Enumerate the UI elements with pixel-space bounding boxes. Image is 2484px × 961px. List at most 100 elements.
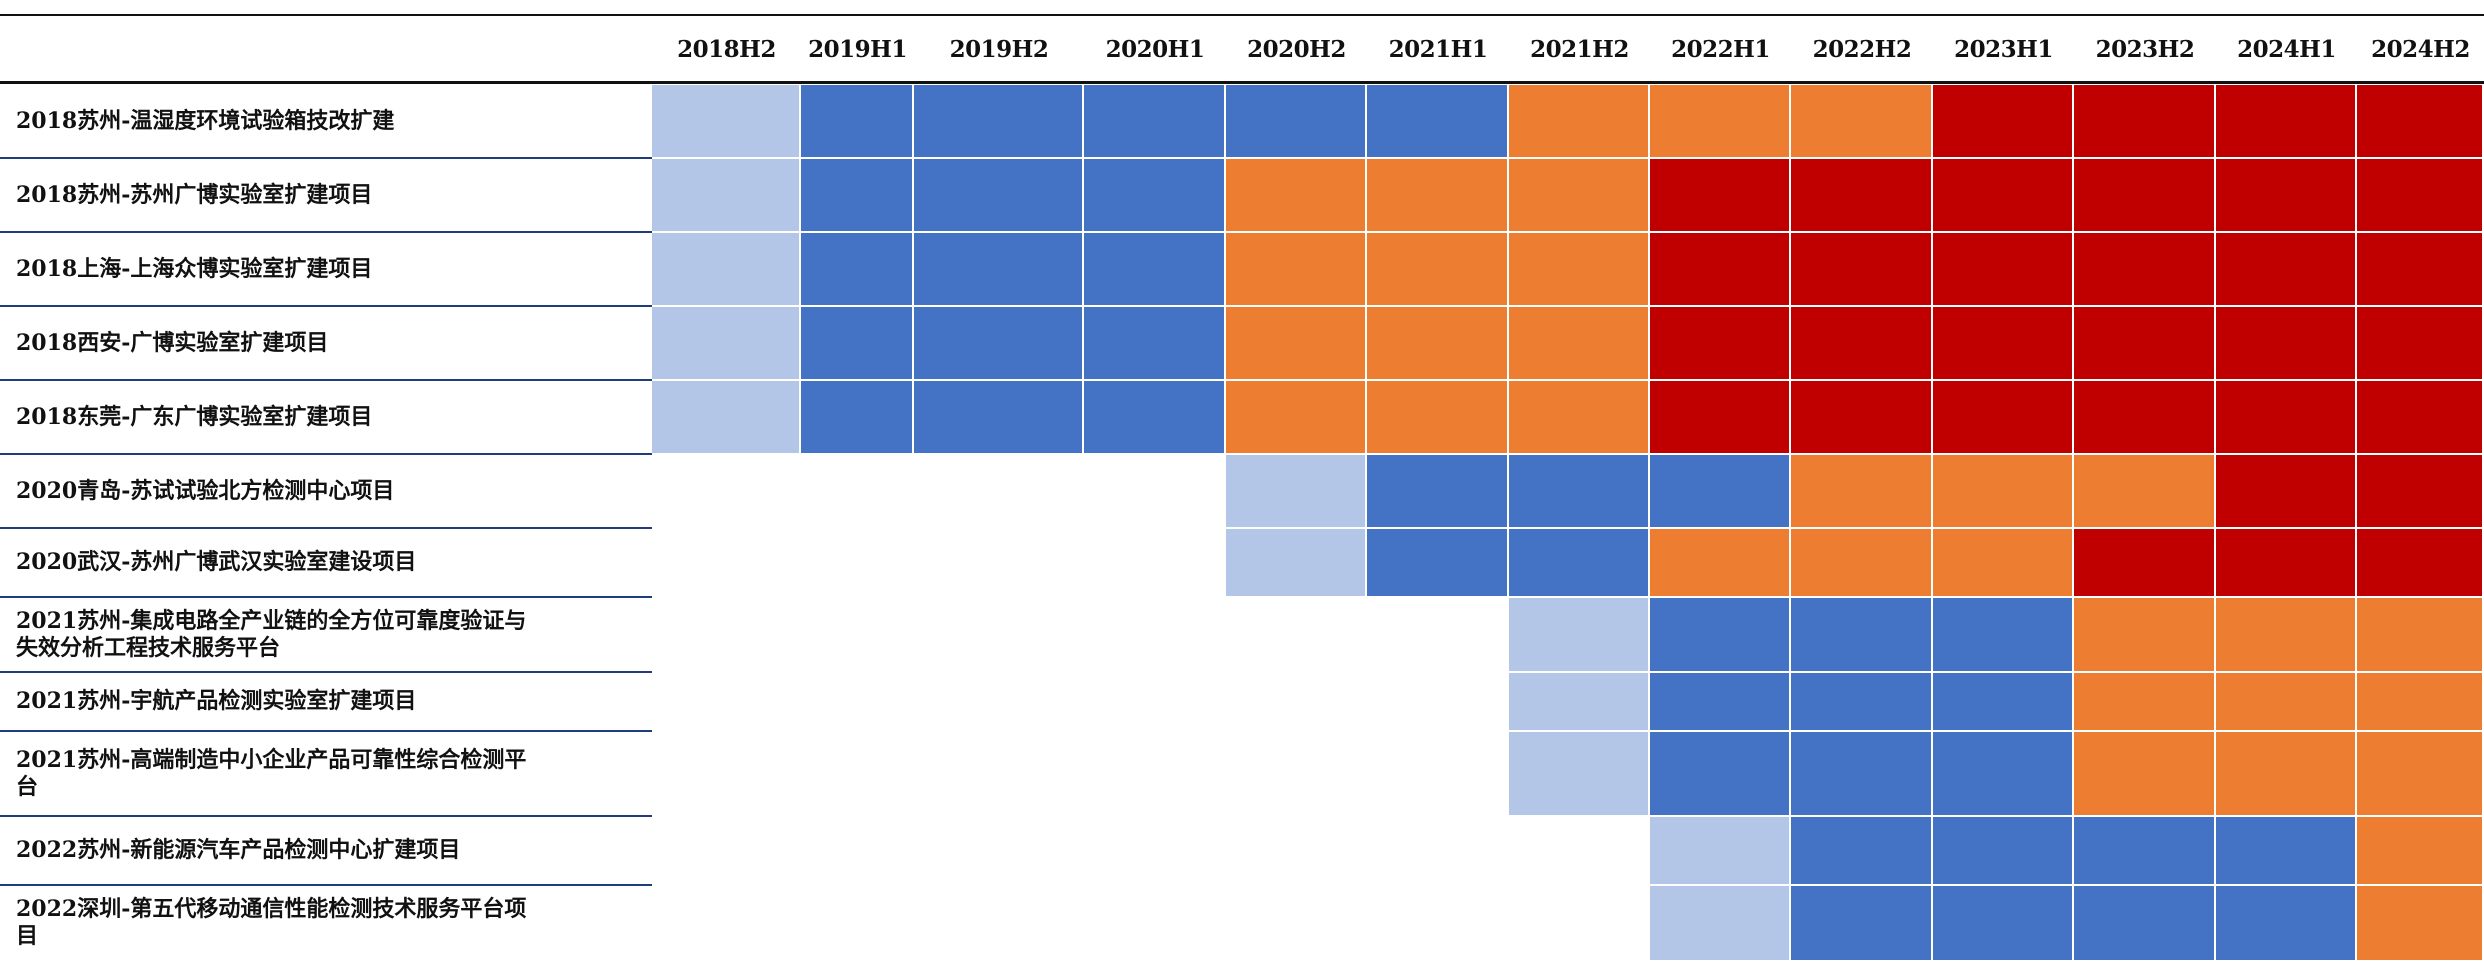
heatmap-cell bbox=[1933, 455, 2072, 527]
column-header-2024H1: 2024H1 bbox=[2237, 36, 2336, 63]
heatmap-cell bbox=[1509, 381, 1648, 453]
row-label-line: 2018东莞-广东广博实验室扩建项目 bbox=[16, 403, 373, 430]
row-separator bbox=[0, 527, 652, 529]
heatmap-cell bbox=[1509, 732, 1648, 815]
heatmap-cell bbox=[1650, 598, 1789, 671]
heatmap-cell bbox=[1650, 159, 1789, 231]
column-header-2021H1: 2021H1 bbox=[1388, 36, 1488, 63]
heatmap-cell bbox=[2216, 455, 2355, 527]
row-separator bbox=[0, 379, 652, 381]
heatmap-cell bbox=[1791, 529, 1931, 596]
heatmap-cell bbox=[652, 233, 799, 305]
heatmap-cell bbox=[1933, 673, 2072, 730]
heatmap-cell bbox=[1791, 673, 1931, 730]
heatmap-cell bbox=[1226, 85, 1365, 157]
row-label-7: 2020武汉-苏州广博武汉实验室建设项目 bbox=[16, 549, 416, 576]
column-header-2019H1: 2019H1 bbox=[808, 36, 907, 63]
heatmap-cell bbox=[2357, 886, 2482, 960]
row-separator bbox=[0, 305, 652, 307]
heatmap-cell bbox=[2074, 159, 2214, 231]
heatmap-cell bbox=[2357, 381, 2482, 453]
heatmap-cell bbox=[1509, 673, 1648, 730]
heatmap-cell bbox=[914, 233, 1082, 305]
heatmap-cell bbox=[1791, 85, 1931, 157]
heatmap-cell bbox=[2357, 233, 2482, 305]
heatmap-cell bbox=[1509, 233, 1648, 305]
row-label-4: 2018西安-广博实验室扩建项目 bbox=[16, 330, 328, 357]
heatmap-cell bbox=[1084, 85, 1224, 157]
heatmap-cell bbox=[1367, 381, 1507, 453]
heatmap-cell bbox=[801, 307, 912, 379]
heatmap-cell bbox=[1933, 85, 2072, 157]
heatmap-cell bbox=[1084, 381, 1224, 453]
heatmap-cell bbox=[2074, 732, 2214, 815]
column-header-2022H1: 2022H1 bbox=[1671, 36, 1770, 63]
heatmap-cell bbox=[1933, 233, 2072, 305]
column-header-2021H2: 2021H2 bbox=[1530, 36, 1629, 63]
heatmap-cell bbox=[2216, 817, 2355, 884]
heatmap-cell bbox=[1509, 529, 1648, 596]
row-separator bbox=[0, 596, 652, 598]
heatmap-cell bbox=[1650, 307, 1789, 379]
row-label-6: 2020青岛-苏试试验北方检测中心项目 bbox=[16, 478, 394, 505]
row-label-line: 台 bbox=[16, 773, 39, 800]
row-label-9: 2021苏州-宇航产品检测实验室扩建项目 bbox=[16, 688, 416, 715]
heatmap-cell bbox=[1650, 233, 1789, 305]
column-header-2023H1: 2023H1 bbox=[1954, 36, 2053, 63]
heatmap-cell bbox=[1226, 159, 1365, 231]
row-label-line: 2021苏州-集成电路全产业链的全方位可靠度验证与 bbox=[16, 607, 527, 634]
row-label-8: 2021苏州-集成电路全产业链的全方位可靠度验证与 失效分析工程技术服务平台 bbox=[16, 608, 526, 662]
heatmap-cell bbox=[1226, 307, 1365, 379]
heatmap-cell bbox=[2074, 529, 2214, 596]
row-label-1: 2018苏州-温湿度环境试验箱技改扩建 bbox=[16, 108, 394, 135]
row-label-line: 2018苏州-温湿度环境试验箱技改扩建 bbox=[16, 107, 395, 134]
heatmap-cell bbox=[1226, 455, 1365, 527]
row-label-2: 2018苏州-苏州广博实验室扩建项目 bbox=[16, 182, 372, 209]
column-header-2022H2: 2022H2 bbox=[1812, 36, 1912, 63]
heatmap-cell bbox=[1933, 732, 2072, 815]
heatmap-cell bbox=[1509, 159, 1648, 231]
heatmap-cell bbox=[1509, 455, 1648, 527]
heatmap-cell bbox=[1650, 85, 1789, 157]
heatmap-cell bbox=[1367, 529, 1507, 596]
row-separator bbox=[0, 671, 652, 673]
row-label-line: 2020青岛-苏试试验北方检测中心项目 bbox=[16, 477, 395, 504]
heatmap-cell bbox=[1791, 455, 1931, 527]
heatmap-cell bbox=[1791, 233, 1931, 305]
heatmap-cell bbox=[2357, 529, 2482, 596]
heatmap-cell bbox=[1791, 598, 1931, 671]
heatmap-cell bbox=[1509, 85, 1648, 157]
top-rule bbox=[0, 14, 2484, 16]
row-label-3: 2018上海-上海众博实验室扩建项目 bbox=[16, 256, 372, 283]
heatmap-cell bbox=[1650, 732, 1789, 815]
heatmap-cell bbox=[652, 381, 799, 453]
row-label-line: 2021苏州-高端制造中小企业产品可靠性综合检测平 bbox=[16, 746, 527, 773]
heatmap-cell bbox=[2216, 85, 2355, 157]
heatmap-cell bbox=[1226, 233, 1365, 305]
heatmap-cell bbox=[2216, 598, 2355, 671]
row-label-line: 2018西安-广博实验室扩建项目 bbox=[16, 329, 329, 356]
heatmap-cell bbox=[2074, 381, 2214, 453]
row-label-line: 目 bbox=[16, 923, 39, 949]
heatmap-cell bbox=[1650, 817, 1789, 884]
row-label-line: 失效分析工程技术服务平台 bbox=[16, 634, 281, 661]
heatmap-cell bbox=[801, 159, 912, 231]
heatmap-cell bbox=[1084, 159, 1224, 231]
heatmap-cell bbox=[652, 159, 799, 231]
heatmap-cell bbox=[801, 85, 912, 157]
column-header-2018H2: 2018H2 bbox=[677, 36, 776, 63]
heatmap-cell bbox=[1650, 886, 1789, 960]
heatmap-cell bbox=[1933, 307, 2072, 379]
heatmap-cell bbox=[2216, 233, 2355, 305]
row-separator bbox=[0, 815, 652, 817]
heatmap-cell bbox=[1791, 817, 1931, 884]
heatmap-cell bbox=[1933, 817, 2072, 884]
heatmap-cell bbox=[1791, 381, 1931, 453]
heatmap-cell bbox=[801, 233, 912, 305]
heatmap-cell bbox=[2216, 307, 2355, 379]
heatmap-cell bbox=[2357, 598, 2482, 671]
heatmap-cell bbox=[1509, 307, 1648, 379]
heatmap-cell bbox=[1226, 381, 1365, 453]
heatmap-cell bbox=[1367, 159, 1507, 231]
heatmap-cell bbox=[652, 307, 799, 379]
